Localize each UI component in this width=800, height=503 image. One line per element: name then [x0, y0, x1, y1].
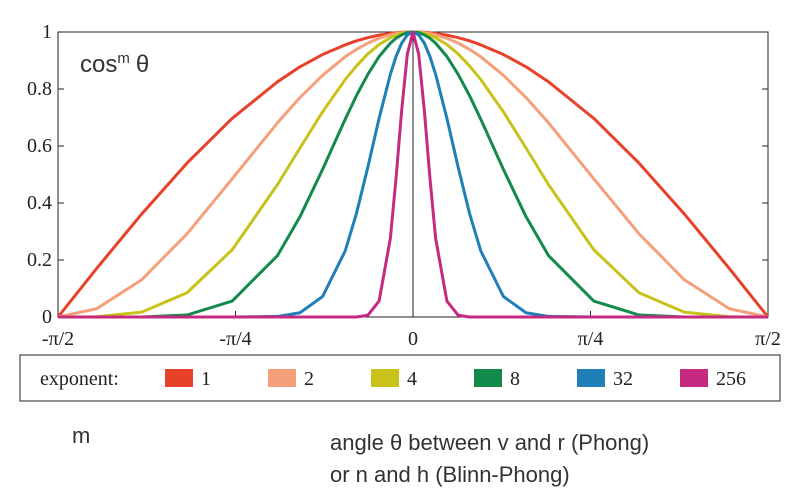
y-tick-label: 0.4 [27, 192, 52, 214]
legend-label: 256 [716, 368, 746, 390]
y-tick-label: 1 [42, 21, 52, 43]
legend-label: 1 [201, 368, 211, 390]
x-caption: or n and h (Blinn-Phong) [330, 462, 570, 487]
series-line [58, 30, 768, 319]
x-tick-label: π/2 [755, 328, 781, 350]
y-tick-label: 0 [42, 306, 52, 328]
x-tick-label: 0 [408, 328, 418, 350]
x-tick-label: π/4 [578, 328, 604, 350]
legend-swatch [577, 369, 605, 387]
legend-swatch [371, 369, 399, 387]
legend-label: 4 [407, 368, 417, 390]
legend-label: 2 [304, 368, 314, 390]
y-tick-label: 0.2 [27, 249, 52, 271]
x-tick-label: -π/2 [42, 328, 74, 350]
x-tick-label: -π/4 [219, 328, 251, 350]
legend-label: 8 [510, 368, 520, 390]
legend-frame [19, 354, 781, 402]
annotation-base: cos [80, 51, 117, 78]
annotation: cosm θ [80, 50, 149, 78]
y-caption: m [72, 423, 90, 448]
legend-swatch [268, 369, 296, 387]
legend-swatch [680, 369, 708, 387]
annotation-var: θ [136, 51, 149, 78]
y-tick-label: 0.8 [27, 78, 52, 100]
legend-swatch [165, 369, 193, 387]
legend-title: exponent: [40, 368, 119, 390]
annotation-sup: m [117, 50, 130, 67]
x-caption: angle θ between v and r (Phong) [330, 430, 649, 455]
legend-label: 32 [613, 368, 633, 390]
legend-swatch [474, 369, 502, 387]
y-tick-label: 0.6 [27, 135, 52, 157]
